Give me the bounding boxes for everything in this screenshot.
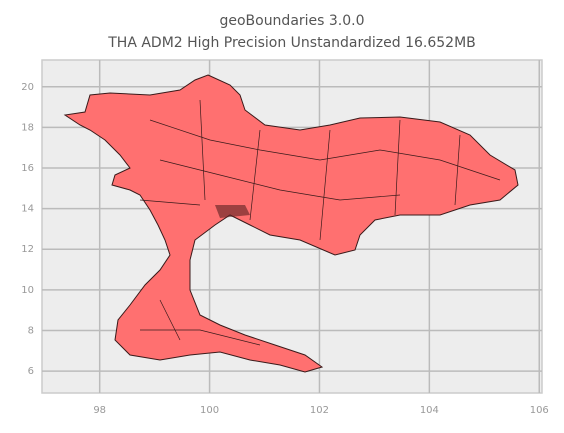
y-tick-label: 6 — [28, 366, 34, 377]
thailand-adm2 — [63, 74, 519, 373]
x-tick-label: 100 — [200, 405, 219, 416]
country-shape — [63, 74, 519, 373]
y-tick-label: 18 — [21, 122, 34, 133]
y-tick-label: 14 — [21, 204, 34, 215]
x-tick-label: 102 — [310, 405, 329, 416]
bangkok-area — [215, 205, 250, 218]
x-tick-label: 106 — [530, 405, 549, 416]
y-tick-label: 10 — [21, 285, 34, 296]
y-tick-label: 8 — [28, 325, 34, 336]
chart-subtitle: THA ADM2 High Precision Unstandardized 1… — [107, 35, 476, 51]
x-tick-label: 104 — [420, 405, 439, 416]
chart-title: geoBoundaries 3.0.0 — [219, 13, 364, 29]
district-lines — [139, 99, 501, 346]
y-tick-label: 12 — [21, 244, 34, 255]
y-tick-label: 20 — [21, 82, 34, 93]
y-tick-label: 16 — [21, 163, 34, 174]
x-tick-label: 98 — [93, 405, 106, 416]
